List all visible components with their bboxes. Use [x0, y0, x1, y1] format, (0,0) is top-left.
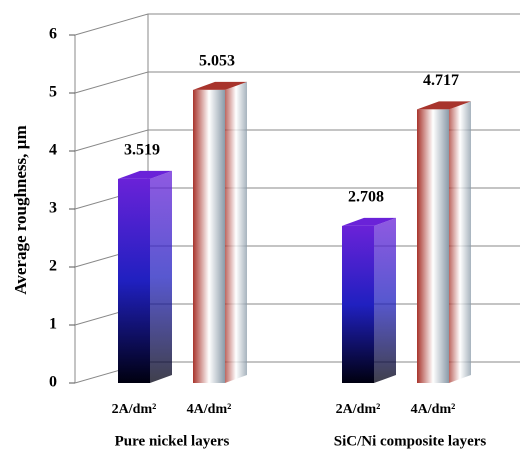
value-label: 3.519 — [124, 142, 160, 159]
x-tick-label: 2A/dm² — [112, 402, 157, 417]
value-label: 4.717 — [423, 72, 459, 89]
bar-top — [193, 81, 247, 90]
x-tick-label: 2A/dm² — [336, 402, 381, 417]
grid-line — [74, 71, 520, 94]
y-tick-label: 3 — [49, 200, 57, 217]
bar — [193, 89, 225, 384]
grid-line — [74, 129, 520, 152]
bar — [118, 178, 150, 383]
bar-side — [449, 101, 471, 383]
y-tick-label: 5 — [49, 84, 57, 101]
group-label: Pure nickel layers — [115, 433, 230, 449]
y-axis-title: Average roughness, µm — [11, 125, 30, 294]
bar-top — [342, 217, 396, 226]
bar — [417, 109, 449, 383]
bar-side — [225, 81, 247, 384]
y-tick-label: 1 — [49, 316, 57, 333]
x-tick-label: 4A/dm² — [411, 402, 456, 417]
bar-side — [150, 170, 172, 383]
value-label: 5.053 — [199, 53, 235, 70]
bar — [342, 225, 374, 383]
y-tick-label: 0 — [49, 374, 57, 391]
x-tick-label: 4A/dm² — [187, 402, 232, 417]
y-tick-label: 2 — [49, 258, 57, 275]
y-tick-label: 6 — [49, 26, 57, 43]
y-tick-label: 4 — [49, 142, 57, 159]
bar-side — [374, 217, 396, 383]
grid-line — [74, 13, 520, 36]
bar-top — [417, 101, 471, 110]
group-label: SiC/Ni composite layers — [334, 433, 487, 449]
value-label: 2.708 — [348, 189, 384, 206]
bar-top — [118, 170, 172, 179]
